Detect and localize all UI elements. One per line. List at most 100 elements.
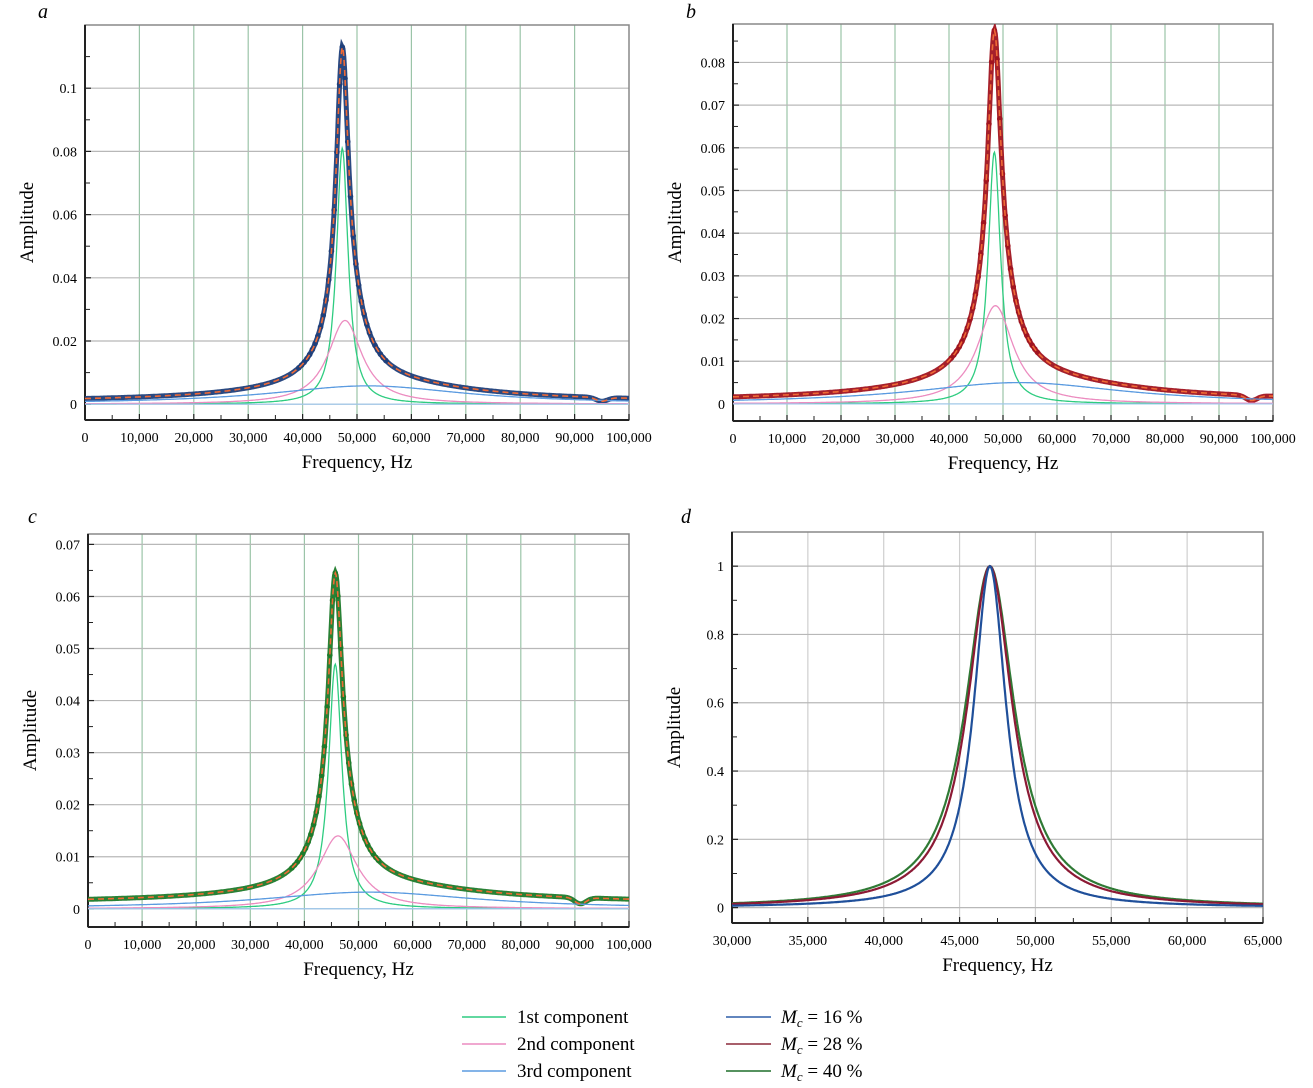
- x-tick-label: 40,000: [283, 431, 322, 446]
- plot-area: [733, 24, 1273, 405]
- x-tick-label: 50,000: [984, 432, 1023, 447]
- plot-area: [732, 564, 1263, 907]
- y-tick-label: 0.02: [53, 335, 78, 350]
- x-tick-label: 20,000: [177, 938, 216, 953]
- data-point: [336, 81, 343, 87]
- x-tick-label: 100,000: [606, 938, 652, 953]
- plot-area: [88, 565, 629, 910]
- y-tick-label: 0.07: [701, 99, 726, 114]
- y-tick-label: 0: [73, 903, 80, 918]
- x-tick-label: 10,000: [768, 432, 807, 447]
- legend-subscript: c: [797, 1069, 803, 1084]
- y-tick-label: 0.02: [56, 799, 81, 814]
- legend-label-component-3: 3rd component: [517, 1061, 632, 1082]
- data-point: [316, 793, 322, 800]
- component-3-line: [88, 891, 629, 907]
- y-tick-label: 0.2: [707, 833, 725, 848]
- data-point: [327, 652, 333, 658]
- x-tick-label: 50,000: [339, 938, 378, 953]
- fit-line: [85, 44, 629, 403]
- legend-label-component-2: 2nd component: [517, 1034, 635, 1055]
- legend-value: = 28 %: [803, 1034, 863, 1055]
- x-tick-label: 20,000: [175, 431, 214, 446]
- data-point: [347, 193, 354, 200]
- y-axis-title: Amplitude: [17, 182, 38, 263]
- y-tick-label: 0.8: [707, 628, 725, 643]
- x-axis-title: Frequency, Hz: [942, 955, 1053, 976]
- x-tick-label: 100,000: [606, 431, 652, 446]
- x-tick-label: 90,000: [1200, 432, 1239, 447]
- panel-label: d: [681, 506, 692, 528]
- legend-symbol: M: [780, 1034, 798, 1055]
- x-tick-label: 20,000: [822, 432, 861, 447]
- x-tick-label: 70,000: [447, 938, 486, 953]
- y-tick-label: 0.06: [56, 590, 81, 605]
- x-tick-label: 65,000: [1244, 934, 1283, 949]
- x-tick-label: 30,000: [713, 934, 752, 949]
- data-point: [978, 251, 984, 257]
- y-tick-label: 0.04: [701, 227, 726, 242]
- y-tick-label: 0.05: [56, 643, 81, 658]
- y-tick-label: 0: [717, 902, 724, 917]
- y-tick-label: 0.03: [56, 747, 81, 762]
- plot-area: [85, 38, 629, 405]
- x-tick-label: 50,000: [338, 431, 377, 446]
- chart-a: a 0 10,000 20,000 30,000 40,000 50,000 60,000 70…: [17, 1, 652, 473]
- chart-c: c 0 10,000 20,000 30,000 40,000 50,000 60,000 70…: [20, 506, 652, 980]
- x-tick-label: 100,000: [1250, 432, 1296, 447]
- x-axis-title: Frequency, Hz: [303, 959, 414, 980]
- component-2-line: [85, 319, 629, 405]
- y-tick-label: 0.06: [701, 142, 726, 157]
- data-point: [1023, 332, 1030, 339]
- fit-line: [88, 570, 629, 905]
- legend-symbol: M: [780, 1007, 798, 1028]
- data-point: [310, 821, 317, 828]
- y-tick-label: 0.08: [53, 145, 78, 160]
- legend-value: = 40 %: [803, 1061, 863, 1082]
- x-tick-label: 35,000: [789, 934, 828, 949]
- y-axis-title: Amplitude: [664, 687, 685, 768]
- x-axis-title: Frequency, Hz: [302, 452, 413, 473]
- data-point: [986, 121, 992, 127]
- data-point: [315, 333, 321, 339]
- x-tick-label: 55,000: [1092, 934, 1131, 949]
- data-point: [342, 75, 348, 82]
- data-point: [350, 233, 356, 239]
- component-3-line: [733, 381, 1273, 401]
- x-tick-label: 30,000: [876, 432, 915, 447]
- data-point: [994, 56, 1000, 62]
- x-tick-label: 0: [730, 432, 737, 447]
- x-tick-label: 90,000: [555, 431, 594, 446]
- x-tick-label: 40,000: [864, 934, 903, 949]
- panel-label: c: [28, 506, 37, 528]
- legend: 1st component 2nd component 3rd component M…: [462, 1007, 863, 1084]
- legend-label-moisture-2: Mc = 28 %: [780, 1034, 863, 1057]
- x-tick-label: 30,000: [229, 431, 268, 446]
- data-point: [308, 831, 314, 838]
- data-point: [959, 338, 965, 345]
- y-tick-label: 1: [717, 560, 724, 575]
- data-point: [983, 177, 990, 184]
- legend-subscript: c: [797, 1015, 803, 1030]
- legend-label-moisture-1: Mc = 16 %: [780, 1007, 863, 1030]
- data-point: [1005, 243, 1011, 249]
- legend-subscript: c: [797, 1042, 803, 1057]
- component-2-line: [733, 305, 1273, 404]
- x-tick-label: 60,000: [1038, 432, 1077, 447]
- legend-value: = 16 %: [803, 1007, 863, 1028]
- x-tick-label: 80,000: [501, 431, 540, 446]
- data-point: [967, 316, 973, 322]
- data-point: [351, 797, 357, 804]
- data-point: [364, 841, 371, 848]
- x-tick-label: 60,000: [392, 431, 431, 446]
- legend-label-moisture-3: Mc = 40 %: [780, 1061, 863, 1084]
- x-tick-label: 70,000: [1092, 432, 1131, 447]
- x-tick-label: 80,000: [502, 938, 541, 953]
- chart-d: d 30,000 35,000 40,000 45,000 50,000 55,000 60,…: [664, 506, 1282, 976]
- y-tick-label: 0.01: [701, 355, 726, 370]
- panel-label: a: [38, 1, 48, 23]
- legend-label-component-1: 1st component: [517, 1007, 629, 1028]
- data-point: [337, 644, 344, 651]
- data-point: [318, 772, 325, 779]
